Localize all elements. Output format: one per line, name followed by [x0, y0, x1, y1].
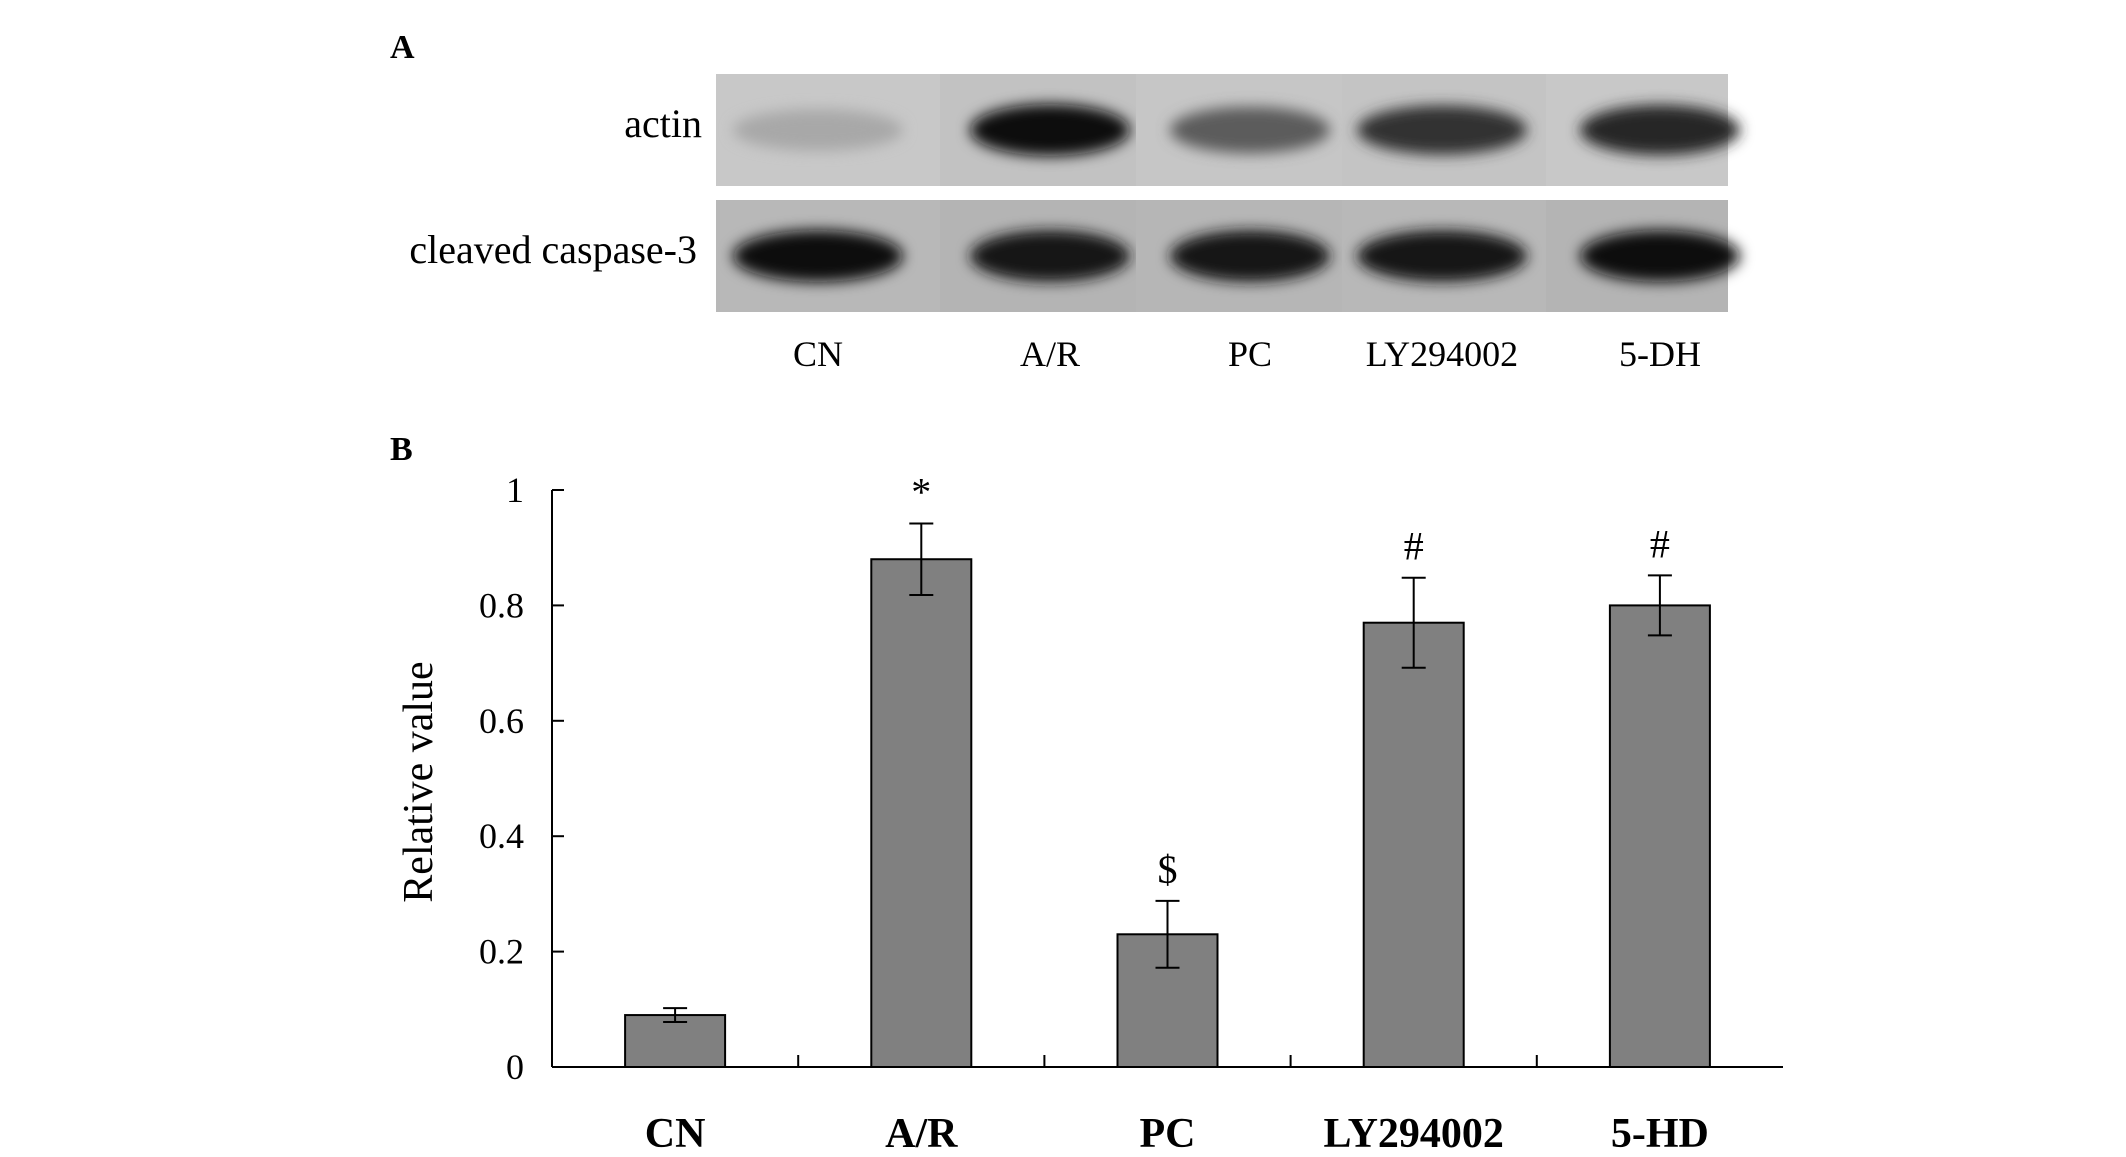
y-tick-label: 0.6 — [479, 701, 524, 741]
blot-strip — [716, 200, 1740, 312]
blot-band — [970, 230, 1130, 282]
error-bar — [909, 522, 934, 597]
x-tick-label: CN — [645, 1111, 706, 1157]
x-tick-label: 5-HD — [1611, 1111, 1709, 1157]
blot-band — [1357, 105, 1527, 155]
blot-strip — [716, 74, 1740, 186]
significance-marker: # — [1404, 524, 1424, 569]
blot-band — [1170, 230, 1330, 282]
blot-band — [733, 230, 903, 282]
panel-a-label: A — [390, 29, 415, 66]
lane-label: 5-DH — [1619, 334, 1701, 374]
x-tick-label: PC — [1140, 1111, 1196, 1157]
y-tick-label: 0.2 — [479, 932, 524, 972]
bar-chart-panel: B Relative value 0 0.2 0.4 0.6 0.8 1 CN * A/R $ PC… — [390, 431, 1783, 1157]
bar — [1608, 604, 1711, 1069]
y-tick-label: 1 — [506, 470, 524, 510]
blot-band — [1170, 106, 1330, 154]
y-tick-label: 0 — [506, 1047, 524, 1087]
blot-band — [1580, 230, 1740, 282]
panel-b-label: B — [390, 431, 413, 468]
y-tick-label: 0.8 — [479, 585, 524, 625]
lane-label: LY294002 — [1366, 334, 1518, 374]
blot-row-label-actin: actin — [624, 101, 702, 146]
lane-label: CN — [793, 334, 843, 374]
lane-label: PC — [1228, 334, 1272, 374]
y-tick-label: 0.4 — [479, 816, 524, 856]
error-bar — [1155, 899, 1180, 969]
significance-marker: * — [911, 469, 931, 514]
significance-marker: $ — [1158, 847, 1178, 892]
x-tick-label: A/R — [885, 1111, 958, 1157]
western-blot-panel: A actin cleaved caspase-3 CN A/R PC LY29… — [390, 29, 1740, 374]
blot-band — [1580, 104, 1740, 156]
y-axis-label: Relative value — [396, 661, 442, 902]
significance-marker: # — [1650, 521, 1670, 566]
x-tick-label: LY294002 — [1323, 1111, 1504, 1157]
blot-band — [1357, 230, 1527, 282]
lane-label: A/R — [1020, 334, 1080, 374]
blot-band — [733, 109, 903, 151]
error-bar — [1647, 574, 1672, 637]
blot-row-label-cleaved-caspase-3: cleaved caspase-3 — [409, 227, 697, 272]
bar — [870, 558, 973, 1068]
bar — [1362, 621, 1465, 1069]
error-bar — [1401, 576, 1426, 669]
error-bar — [663, 1007, 688, 1023]
blot-band — [970, 104, 1130, 156]
